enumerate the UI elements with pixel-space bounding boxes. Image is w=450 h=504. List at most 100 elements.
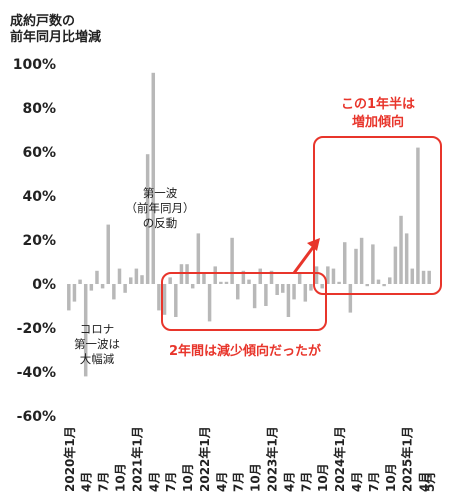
bar	[399, 215, 403, 284]
x-tick-label: 4月	[147, 472, 161, 492]
annotation-line: （前年同月）	[125, 201, 195, 215]
annotation-wave1: 第一波 （前年同月） の反動	[118, 186, 202, 231]
bar	[179, 264, 184, 284]
bar	[309, 284, 313, 291]
x-tick-label: 4月	[80, 472, 94, 492]
bar	[337, 281, 341, 284]
bar	[303, 284, 308, 302]
bar	[421, 270, 426, 284]
bar	[252, 284, 257, 309]
bar	[134, 268, 139, 284]
y-tick-label: 100%	[13, 57, 56, 73]
x-tick-label: 10月	[249, 463, 263, 492]
x-tick-label: 2022年1月	[197, 426, 212, 492]
x-tick-label: 7月	[164, 472, 178, 492]
annotation-line: 2年間は減少傾向だったが	[168, 344, 322, 359]
x-tick-label: 2023年1月	[265, 426, 280, 492]
x-tick-label: 10月	[316, 463, 330, 492]
annotation-increase: この1年半は 増加傾向	[318, 96, 438, 132]
annotation-line: コロナ	[79, 322, 115, 336]
annotation-corona: コロナ 第一波は 大幅減	[60, 322, 134, 367]
bar	[213, 266, 217, 284]
y-tick-label: 0%	[32, 277, 56, 293]
bar	[207, 284, 212, 322]
bar	[342, 242, 347, 284]
bar	[196, 233, 201, 284]
x-tick-label: 4月	[418, 472, 432, 492]
bar	[140, 275, 144, 284]
bar	[202, 273, 206, 284]
bar	[112, 284, 116, 300]
x-tick-label: 4月	[350, 472, 364, 492]
bar	[95, 270, 99, 284]
bar	[416, 147, 420, 284]
annotation-decrease: 2年間は減少傾向だったが	[150, 343, 340, 361]
bar	[78, 279, 82, 284]
annotation-line: 増加傾向	[351, 115, 404, 130]
y-tick-label: 80%	[22, 101, 56, 117]
bar	[168, 277, 172, 284]
bar	[264, 284, 268, 306]
bar	[241, 270, 246, 284]
annotation-line: 第一波	[142, 186, 178, 200]
bar	[157, 284, 161, 311]
bar	[185, 264, 189, 284]
bar	[67, 284, 71, 311]
x-tick-label: 4月	[215, 472, 229, 492]
bar	[297, 273, 302, 284]
y-tick-label: -20%	[17, 321, 56, 337]
bar	[247, 279, 251, 284]
bar	[427, 270, 431, 284]
chart-title-line: 成約戸数の	[10, 14, 76, 29]
bar	[320, 284, 324, 289]
bar	[348, 284, 353, 313]
x-tick-label: 2024年1月	[332, 426, 347, 492]
x-tick-label: 4月	[282, 472, 296, 492]
trend-arrow-head	[307, 238, 320, 251]
bar	[72, 284, 77, 302]
y-tick-label: -40%	[17, 365, 56, 381]
bar	[365, 284, 369, 287]
bar	[331, 268, 336, 284]
bar	[219, 281, 223, 284]
x-tick-label: 7月	[367, 472, 381, 492]
bar	[230, 237, 234, 284]
bar	[100, 284, 105, 289]
bar	[145, 154, 150, 284]
bar	[314, 266, 319, 284]
x-tick-label: 10月	[384, 463, 398, 492]
bar	[388, 277, 392, 284]
x-tick-label: 7月	[97, 472, 111, 492]
annotation-line: 第一波は	[74, 337, 120, 351]
bar	[326, 266, 330, 284]
bar	[174, 284, 178, 317]
x-axis-labels: 2020年1月 4月 7月 10月 2021年1月 4月 7月 10月 2022年1月 4月 7月 1…	[62, 426, 437, 492]
bar	[224, 281, 229, 284]
bar	[359, 237, 364, 284]
bar	[89, 284, 94, 291]
bar	[269, 270, 274, 284]
bar	[382, 284, 386, 287]
increase-highlight-box	[313, 136, 442, 295]
x-tick-label: 7月	[232, 472, 246, 492]
bar	[117, 268, 122, 284]
bar	[258, 268, 263, 284]
bar	[376, 279, 381, 284]
bar	[123, 284, 127, 293]
bar	[83, 284, 88, 377]
bar	[129, 277, 133, 284]
annotation-line: 大幅減	[79, 352, 115, 366]
bar	[151, 72, 156, 284]
bar	[292, 284, 296, 300]
x-tick-label: 5月	[423, 472, 437, 492]
chart-title-line: 前年同月比増減	[10, 30, 102, 45]
bar	[275, 284, 279, 295]
bar	[393, 246, 398, 284]
trend-arrow-line	[292, 245, 316, 274]
y-tick-label: 60%	[22, 145, 56, 161]
bar	[371, 244, 375, 284]
chart-title: 成約戸数の 前年同月比増減	[10, 14, 101, 46]
x-tick-label: 2020年1月	[62, 426, 77, 492]
y-axis-labels: 100% 80% 60% 40% 20% 0% -20% -40% -60%	[13, 57, 56, 425]
y-tick-label: -60%	[17, 409, 56, 425]
